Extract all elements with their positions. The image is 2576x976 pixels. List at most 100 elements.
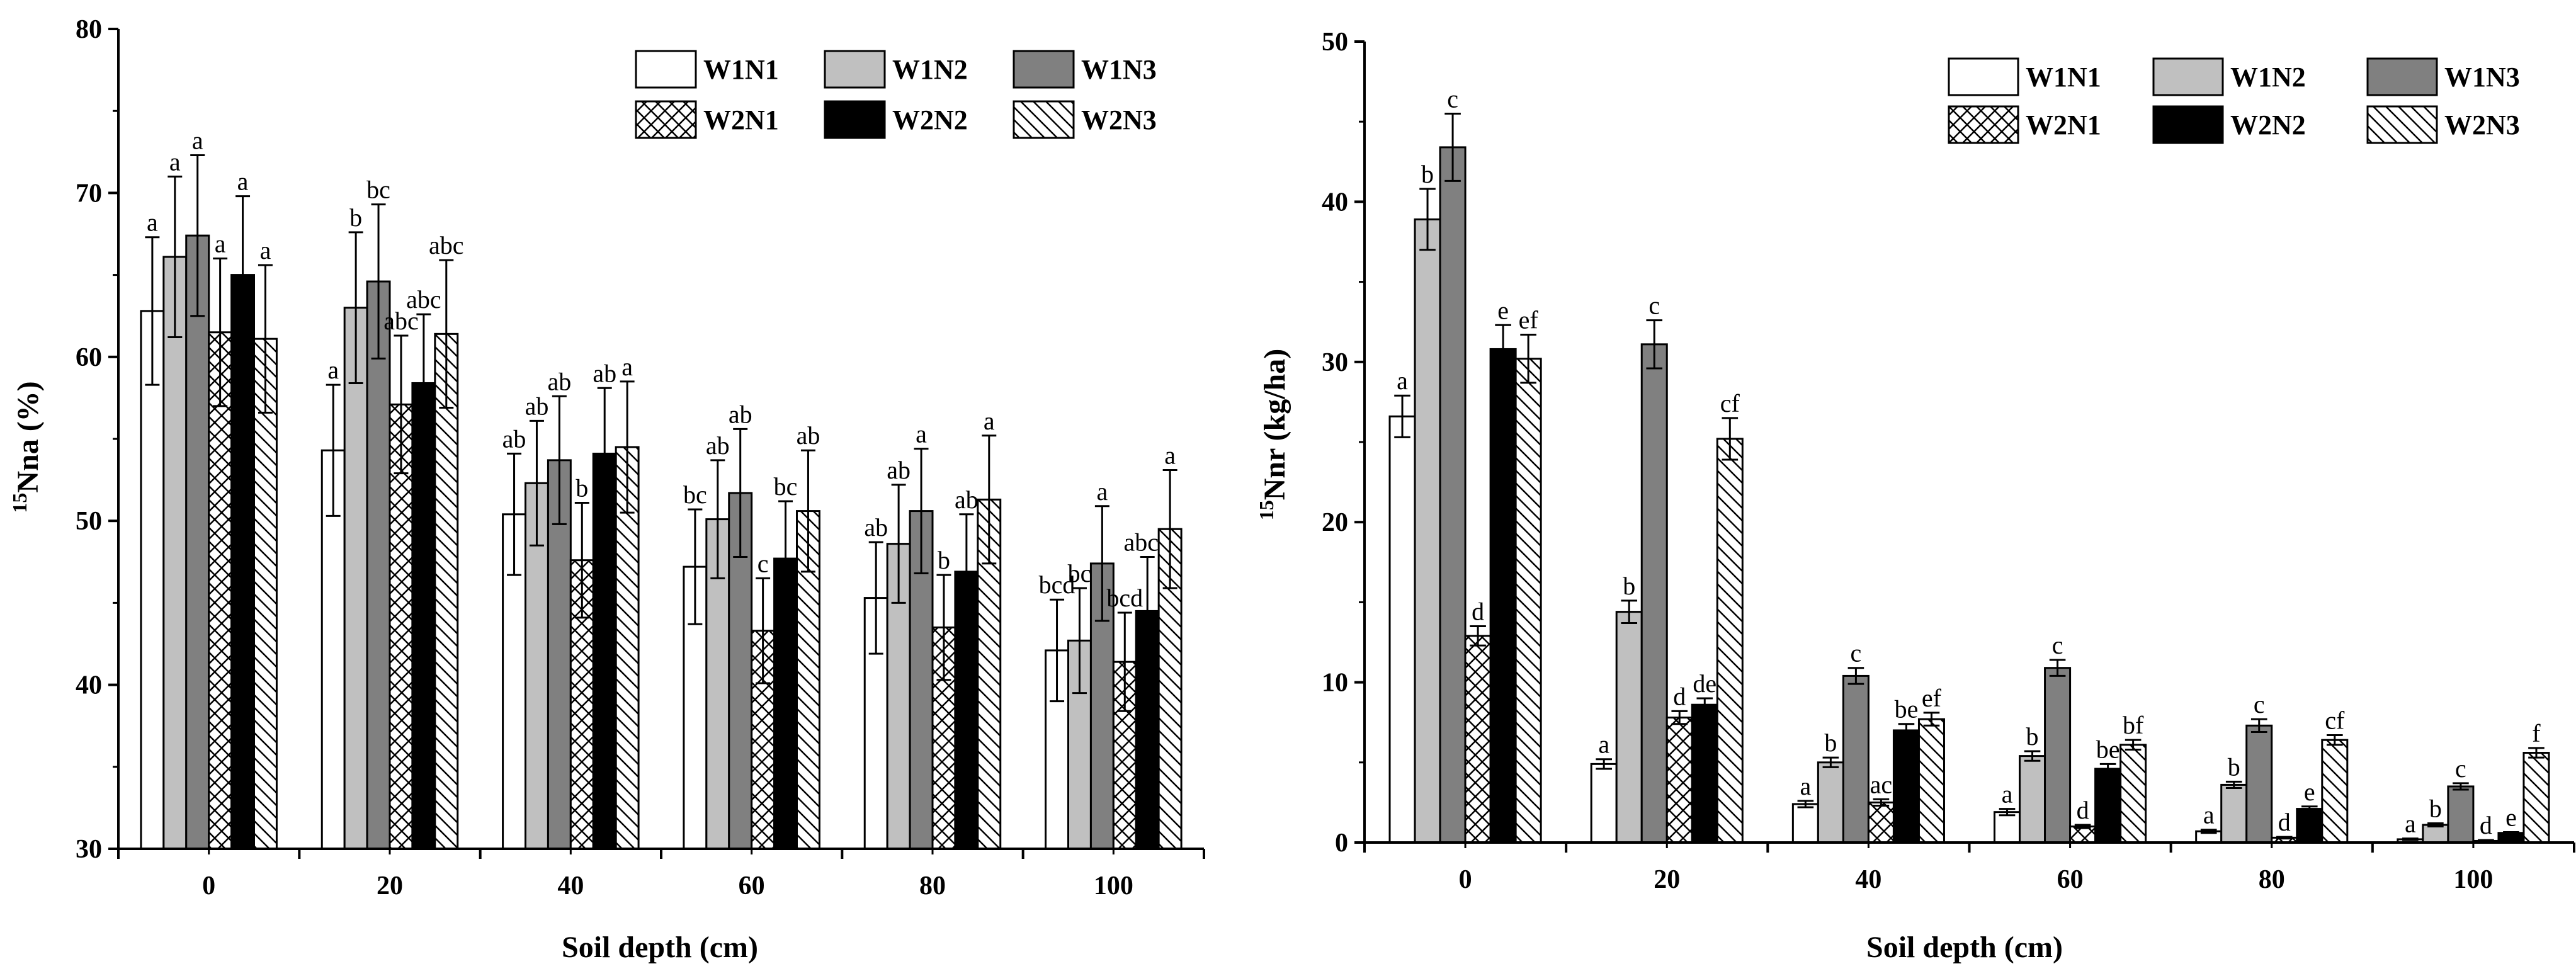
significance-letter: a <box>2405 810 2416 838</box>
significance-letter: ab <box>547 367 571 395</box>
x-tick-label: 40 <box>1855 865 1881 894</box>
bar-w1n3-100 <box>2447 785 2475 844</box>
bar-w1n1-20 <box>1590 763 1618 844</box>
legend-swatch-w1n1 <box>1948 57 2019 96</box>
significance-letter: ab <box>593 359 616 387</box>
bar-w1n2-40 <box>1817 761 1844 844</box>
significance-letter: a <box>147 208 158 237</box>
y-axis-title: 15Nnr (kg/ha) <box>1255 349 1291 521</box>
bar-w1n2-20 <box>343 307 368 850</box>
y-axis-title-superscript: 15 <box>8 493 31 513</box>
significance-letter: c <box>2254 690 2265 718</box>
axes-group: 0 10 20 30 40 50 0 20 40 60 80 100 <box>1322 28 2575 894</box>
bar-w2n3-100 <box>2522 752 2550 844</box>
bar-w2n2-80 <box>2296 808 2324 844</box>
y-axis-title: 15Nna (%) <box>8 381 45 513</box>
y-tick-label: 60 <box>76 343 102 372</box>
bar-w2n2-60 <box>2094 768 2122 844</box>
significance-letter: e <box>2304 778 2315 806</box>
legend-swatch-w2n3 <box>2366 105 2438 144</box>
significance-letter: b <box>576 474 588 502</box>
significance-letter: c <box>757 549 769 577</box>
bar-w1n2-0 <box>162 256 188 850</box>
bar-w2n1-20 <box>389 403 414 850</box>
x-axis-title: Soil depth (cm) <box>562 931 758 964</box>
y-tick-label: 0 <box>1335 829 1348 858</box>
bar-w2n1-0 <box>208 331 233 850</box>
significance-letter: b <box>2429 794 2442 822</box>
bar-w1n2-80 <box>2220 783 2248 844</box>
bar-w2n2-20 <box>411 382 436 850</box>
x-tick-label: 80 <box>919 871 946 900</box>
bar-w1n3-40 <box>1842 674 1870 844</box>
y-tick-label: 30 <box>1322 348 1348 377</box>
y-tick-label: 50 <box>1322 28 1348 57</box>
y-axis-title-main: Nna (%) <box>11 381 45 492</box>
significance-letter: a <box>215 230 226 258</box>
legend-label-w2n3: W2N3 <box>1081 105 1157 135</box>
significance-letter: bf <box>2123 711 2144 739</box>
significance-letter: a <box>192 127 203 155</box>
bar-w2n1-40 <box>1867 801 1895 844</box>
significance-letter: abc <box>406 285 441 314</box>
bar-w2n3-20 <box>434 332 459 850</box>
bar-w1n3-20 <box>366 280 391 850</box>
bar-w1n3-0 <box>185 234 210 850</box>
significance-letter: b <box>2026 722 2039 751</box>
significance-letter: d <box>1472 598 1484 626</box>
x-tick-label: 100 <box>2453 865 2493 894</box>
legend-swatch-w1n1 <box>635 50 697 89</box>
bar-w2n1-0 <box>1464 635 1492 844</box>
significance-letter: ab <box>797 421 820 450</box>
bar-w1n3-20 <box>1640 343 1668 844</box>
significance-letter: c <box>1447 84 1458 113</box>
y-tick-label: 40 <box>76 671 102 700</box>
bar-w2n3-40 <box>1917 718 1945 844</box>
y-tick-label: 40 <box>1322 188 1348 217</box>
legend-swatch-w2n1 <box>635 100 697 139</box>
x-tick-label: 100 <box>1094 871 1133 900</box>
significance-letter: a <box>2002 780 2013 809</box>
significance-letter: a <box>1800 772 1811 800</box>
legend-label-w2n1: W2N1 <box>2026 110 2101 140</box>
significance-letter: ab <box>525 392 549 420</box>
bar-w1n3-80 <box>2245 724 2273 844</box>
significance-letter: e <box>1497 296 1509 324</box>
significance-letter: c <box>1851 639 1862 667</box>
bar-w1n1-0 <box>1388 415 1416 844</box>
significance-letter: bcd <box>1039 570 1075 599</box>
x-tick-label: 0 <box>202 871 215 900</box>
y-tick-label: 10 <box>1322 669 1348 698</box>
legend-label-w1n1: W1N1 <box>703 54 779 85</box>
x-tick-label: 40 <box>557 871 584 900</box>
significance-letter: cf <box>2325 706 2345 735</box>
significance-letter: b <box>938 546 950 574</box>
legend-label-w1n3: W1N3 <box>2444 62 2520 93</box>
bar-w2n3-0 <box>1514 358 1542 844</box>
y-axis-title-main: Nnr (kg/ha) <box>1258 349 1291 501</box>
significance-letter: a <box>260 236 271 264</box>
y-axis-title-superscript: 15 <box>1255 500 1278 520</box>
significance-letter: c <box>2052 631 2063 659</box>
legend-label-w2n2: W2N2 <box>2230 110 2306 140</box>
significance-letter: ab <box>955 485 979 514</box>
significance-letter: ab <box>864 513 888 542</box>
significance-letter: b <box>1623 572 1635 600</box>
legend-group: W1N1 W1N2 W1N3 W2N1 W2N2 W2N3 <box>1948 57 2520 144</box>
x-axis-title: Soil depth (cm) <box>1866 931 2063 964</box>
bar-w2n1-20 <box>1665 717 1693 844</box>
significance-letter: cf <box>1720 389 1740 417</box>
legend-group: W1N1 W1N2 W1N3 W2N1 W2N2 W2N3 <box>635 50 1157 139</box>
bar-w1n1-60 <box>1994 811 2021 844</box>
bar-w1n2-100 <box>2422 824 2449 844</box>
significance-letter: be <box>1895 695 1919 723</box>
bar-w1n2-0 <box>1414 218 1441 844</box>
significance-letter: a <box>1096 477 1108 506</box>
bar-w2n2-20 <box>1691 703 1718 844</box>
y-tick-label: 50 <box>76 507 102 536</box>
significance-letter: abc <box>429 231 464 259</box>
legend-swatch-w1n2 <box>2152 57 2224 96</box>
